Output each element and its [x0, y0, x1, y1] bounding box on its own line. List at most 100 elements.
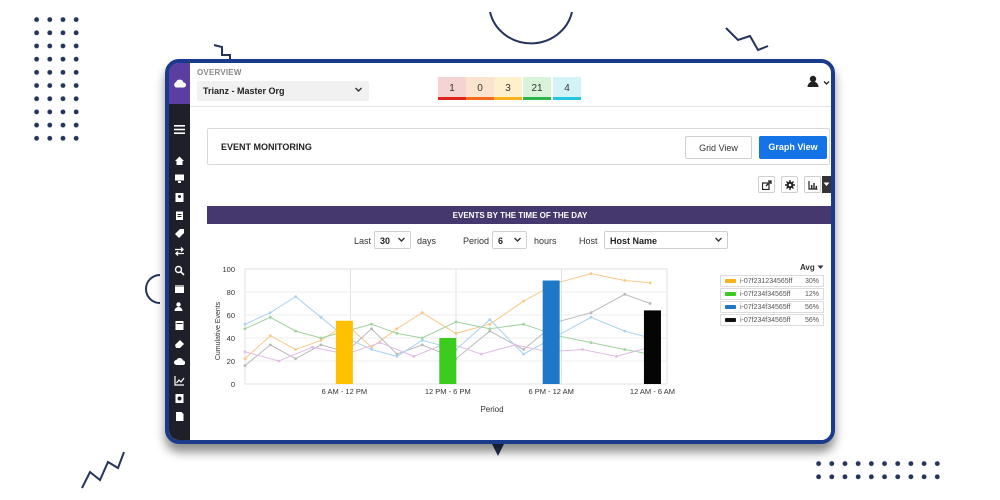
transfer-arrows-icon[interactable] — [174, 244, 185, 257]
hamburger-menu-icon[interactable] — [169, 112, 190, 146]
background-series-point — [268, 334, 272, 338]
legend-avg-percent: 56% — [804, 317, 819, 324]
background-series-point — [311, 345, 314, 349]
gear-icon[interactable] — [781, 176, 798, 193]
last-days-select[interactable]: 30 — [374, 231, 411, 249]
background-series-point — [370, 348, 373, 351]
section-label: OVERVIEW — [197, 68, 242, 77]
clipboard-icon[interactable] — [174, 208, 185, 220]
monitor-icon[interactable] — [174, 171, 185, 184]
host-value: Host Name — [610, 236, 658, 246]
severity-count-3[interactable]: 21 — [523, 77, 551, 100]
severity-count-2[interactable]: 3 — [494, 77, 522, 100]
background-series-point — [395, 352, 399, 356]
legend-avg-percent: 12% — [804, 291, 819, 298]
chart-bar — [335, 320, 353, 384]
background-series-point — [614, 355, 618, 358]
background-series-point — [513, 343, 517, 347]
tag-icon[interactable] — [174, 226, 185, 239]
background-series-point — [243, 322, 247, 326]
chart-y-tick-labels: 100 80 60 40 20 0 — [222, 265, 235, 389]
user-settings-icon[interactable] — [174, 299, 185, 312]
cloud-refresh-icon[interactable] — [174, 354, 186, 366]
chart-bars — [335, 280, 661, 384]
background-series-point — [370, 322, 373, 326]
chart-x-tick-labels: 6 AM - 12 PM 12 PM - 6 PM 6 PM - 12 AM 12 A… — [322, 387, 675, 396]
chevron-down-icon — [397, 235, 406, 246]
background-series-point — [648, 302, 652, 305]
legend-item[interactable]: i-07f234f34565ff 12% — [720, 288, 824, 300]
background-series-point — [420, 311, 424, 315]
chart-icon[interactable] — [804, 176, 821, 193]
document-icon[interactable] — [174, 409, 185, 422]
decorative-dot-grid — [30, 13, 80, 143]
home-icon[interactable] — [174, 153, 185, 165]
background-series-point — [319, 315, 323, 319]
legend-avg-label: Avg — [799, 263, 815, 272]
severity-count-1[interactable]: 0 — [466, 77, 494, 100]
graph-view-button[interactable]: Graph View — [759, 136, 827, 159]
user-menu[interactable] — [805, 73, 831, 93]
legend-host-name: i-07f234f34565ff — [740, 291, 791, 298]
legend-swatch — [725, 305, 736, 309]
panel-title: EVENT MONITORING — [221, 142, 312, 152]
background-series-point — [648, 281, 652, 285]
background-series-point — [243, 364, 247, 367]
legend-item[interactable]: i-07f234f34565ff 56% — [720, 301, 824, 313]
background-series-point — [522, 348, 525, 351]
y-tick-label: 20 — [227, 357, 235, 366]
background-series-point — [454, 320, 458, 324]
app-window: OVERVIEW Trianz - Master Org 1 0 3 21 4 EVEN… — [165, 59, 835, 444]
host-select[interactable]: Host Name — [604, 231, 728, 249]
background-series-point — [623, 279, 627, 282]
main-content: EVENT MONITORING Grid View Graph View EV… — [190, 108, 831, 440]
server-icon[interactable] — [174, 318, 185, 330]
severity-count-0[interactable]: 1 — [438, 77, 466, 100]
x-tick-label: 6 PM - 12 AM — [528, 387, 573, 396]
legend-item[interactable]: i-07f234f34565ff 56% — [720, 314, 824, 326]
chart-x-axis-title: Period — [480, 405, 503, 414]
background-series-point — [488, 329, 492, 333]
background-series-point — [243, 327, 247, 331]
legend-item[interactable]: i-07f231234565ff 30% — [720, 275, 824, 287]
share-icon[interactable] — [758, 176, 775, 193]
org-selector[interactable]: Trianz - Master Org — [197, 81, 369, 101]
eraser-icon[interactable] — [174, 336, 185, 348]
x-tick-label: 12 AM - 6 AM — [630, 387, 675, 396]
id-card-icon[interactable] — [174, 190, 185, 202]
search-zoom-icon[interactable] — [174, 263, 185, 276]
chart-y-axis-title: Cumulative Events — [215, 301, 222, 360]
y-tick-label: 60 — [227, 311, 235, 320]
event-monitoring-panel: EVENT MONITORING Grid View Graph View — [207, 128, 830, 165]
background-series-point — [589, 315, 593, 319]
severity-count-4[interactable]: 4 — [553, 77, 581, 100]
grid-view-button[interactable]: Grid View — [685, 136, 752, 159]
chart-bar — [542, 280, 560, 384]
y-tick-label: 100 — [222, 265, 235, 274]
background-series-point — [268, 343, 272, 347]
background-series-point — [488, 318, 492, 321]
background-series-point — [420, 336, 424, 340]
background-series-point — [454, 332, 458, 335]
chart-bar — [439, 338, 457, 384]
background-series-point — [623, 292, 627, 296]
chevron-down-icon — [354, 85, 363, 96]
background-series-point — [589, 341, 593, 344]
hours-label: hours — [534, 236, 557, 246]
period-select[interactable]: 6 — [492, 231, 527, 249]
y-tick-label: 80 — [227, 288, 235, 297]
background-series-point — [268, 315, 272, 319]
background-series-point — [522, 322, 525, 326]
background-series-point — [479, 352, 483, 356]
background-series-point — [319, 338, 323, 342]
calendar-icon[interactable] — [174, 281, 185, 294]
legend-avg-sort[interactable]: Avg — [800, 263, 824, 272]
report-icon[interactable] — [174, 391, 185, 403]
legend-swatch — [725, 318, 736, 322]
background-series-point — [294, 295, 298, 298]
legend-swatch — [725, 279, 736, 283]
caret-down-icon[interactable] — [822, 176, 831, 193]
line-chart-icon[interactable] — [174, 373, 185, 386]
background-series-point — [268, 311, 272, 315]
